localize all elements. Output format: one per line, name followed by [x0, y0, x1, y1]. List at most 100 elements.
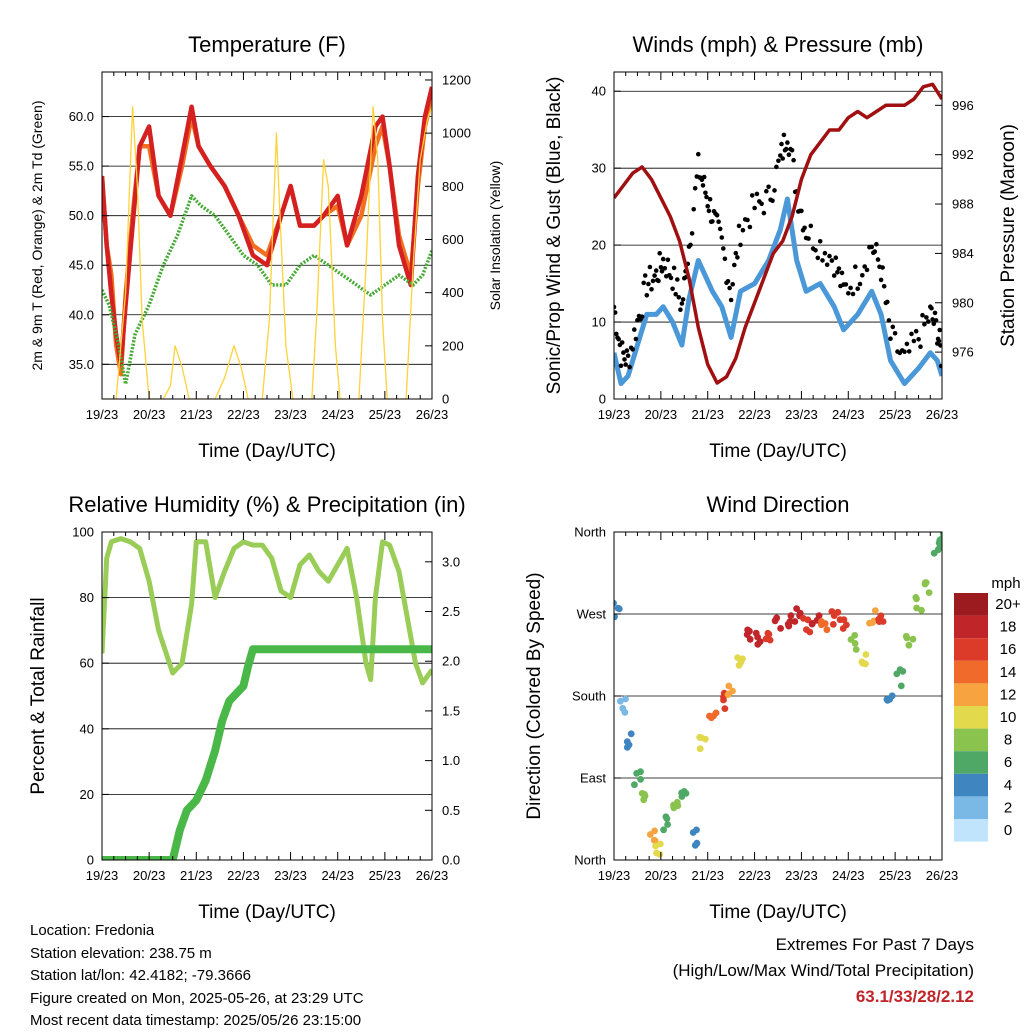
gust-point: [885, 299, 890, 305]
x-axis-label: Time (Day/UTC): [198, 902, 336, 923]
x-tick-label: 21/23: [691, 868, 724, 883]
legend-swatch: [954, 819, 988, 842]
x-tick-label: 22/23: [738, 407, 771, 422]
y2-tick-label: 1200: [442, 72, 471, 87]
gust-point: [916, 337, 921, 342]
direction-point: [818, 621, 825, 629]
legend-label: 0: [1004, 822, 1012, 839]
gust-point: [660, 256, 666, 262]
gust-point: [738, 242, 743, 248]
y-tick-label: East: [580, 771, 606, 786]
y-tick-label: North: [574, 853, 606, 868]
gust-point: [785, 140, 790, 145]
gust-point: [761, 210, 767, 216]
y-tick-label: 0: [87, 853, 94, 868]
legend-label: 10: [1000, 709, 1017, 726]
y-tick-label: 50.0: [69, 208, 94, 223]
y2-tick-label: 0: [442, 392, 449, 407]
gust-point: [616, 336, 621, 342]
direction-point: [696, 733, 704, 741]
gust-point: [732, 262, 737, 268]
gust-point: [719, 235, 725, 240]
direction-point: [691, 841, 699, 849]
y2-tick-label: 400: [442, 285, 464, 300]
chart-title: Relative Humidity (%) & Precipitation (i…: [68, 492, 465, 517]
x-tick-label: 25/23: [879, 868, 912, 883]
y-tick-label: 40.0: [69, 307, 94, 322]
gust-point: [931, 321, 937, 327]
x-tick-label: 23/23: [785, 868, 818, 883]
direction-point: [766, 636, 774, 644]
y-tick-label: 10: [592, 315, 606, 330]
legend-label: 14: [1000, 664, 1017, 681]
y2-tick-label: 200: [442, 338, 464, 353]
gust-point: [780, 156, 785, 161]
direction-point: [897, 682, 905, 690]
direction-point: [925, 589, 933, 596]
gust-point: [649, 287, 654, 292]
y-axis-label: Sonic/Prop Wind & Gust (Blue, Black): [544, 77, 565, 395]
station-info: Location: Fredonia Station elevation: 23…: [30, 920, 364, 1033]
direction-point: [689, 829, 697, 836]
extremes-box: Extremes For Past 7 Days (High/Low/Max W…: [673, 932, 974, 1010]
x-tick-label: 26/23: [416, 868, 449, 883]
direction-point: [828, 608, 836, 615]
gust-point: [802, 225, 807, 231]
gust-point: [843, 282, 849, 287]
direction-point: [615, 605, 623, 613]
y2-tick-label: 1.5: [442, 703, 460, 718]
gust-point: [721, 246, 726, 251]
gust-point: [632, 327, 637, 332]
x-tick-label: 26/23: [926, 407, 959, 422]
gust-point: [705, 203, 710, 209]
gust-point: [783, 146, 789, 152]
x-tick-label: 19/23: [86, 407, 119, 422]
direction-point: [623, 738, 631, 746]
legend-label: 16: [1000, 641, 1017, 658]
gust-point: [926, 319, 931, 324]
gust-point: [752, 205, 757, 211]
gust-point: [680, 297, 686, 302]
gust-point: [791, 157, 796, 163]
gust-point: [808, 223, 814, 229]
x-tick-label: 26/23: [926, 868, 959, 883]
direction-point: [623, 744, 631, 751]
x-tick-label: 20/23: [133, 868, 166, 883]
gust-point: [710, 219, 715, 224]
direction-point: [652, 842, 659, 850]
direction-point: [936, 544, 942, 552]
gust-point: [733, 250, 739, 256]
direction-point: [800, 615, 807, 622]
direction-point: [905, 641, 913, 649]
gust-point: [730, 282, 735, 287]
legend-swatch: [954, 638, 988, 661]
direction-point: [765, 630, 773, 638]
gust-point: [691, 207, 696, 212]
x-axis-label: Time (Day/UTC): [709, 441, 847, 462]
direction-point: [734, 654, 741, 661]
gust-point: [850, 291, 856, 297]
direction-point: [777, 625, 784, 632]
gust-point: [646, 281, 651, 287]
gust-point: [614, 331, 619, 337]
y2-tick-label: 976: [952, 345, 974, 360]
gust-point: [929, 305, 934, 311]
direction-point: [793, 605, 800, 612]
chart-winds: 19/23 20/23 21/23 22/23 23/23 24/23 25/23 26/23…: [544, 32, 1019, 462]
gust-point: [717, 226, 723, 232]
legend-label: 6: [1004, 754, 1012, 771]
gust-point: [813, 248, 818, 253]
gust-point: [668, 275, 674, 281]
legend-label: 4: [1004, 777, 1012, 794]
gust-point: [911, 338, 917, 344]
legend-swatch: [954, 593, 988, 616]
y2-axis-label: Station Pressure (Maroon): [998, 124, 1019, 347]
direction-point: [866, 619, 873, 627]
gust-point: [938, 343, 942, 348]
y-tick-label: 80: [80, 590, 94, 605]
gust-point: [938, 363, 942, 369]
y-tick-label: 100: [72, 525, 94, 540]
gust-point: [722, 256, 728, 262]
direction-point: [754, 640, 762, 648]
